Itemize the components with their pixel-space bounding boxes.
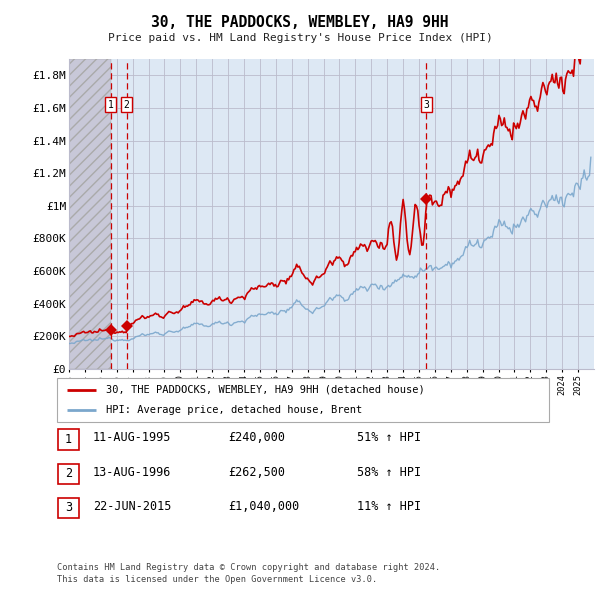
Text: 58% ↑ HPI: 58% ↑ HPI [357,466,421,478]
Text: HPI: Average price, detached house, Brent: HPI: Average price, detached house, Bren… [106,405,362,415]
Text: 2: 2 [65,467,72,480]
Text: 13-AUG-1996: 13-AUG-1996 [93,466,172,478]
Text: 11% ↑ HPI: 11% ↑ HPI [357,500,421,513]
Text: Price paid vs. HM Land Registry's House Price Index (HPI): Price paid vs. HM Land Registry's House … [107,33,493,43]
Text: 51% ↑ HPI: 51% ↑ HPI [357,431,421,444]
Text: 3: 3 [424,100,430,110]
Text: 2: 2 [124,100,130,110]
Text: Contains HM Land Registry data © Crown copyright and database right 2024.
This d: Contains HM Land Registry data © Crown c… [57,563,440,584]
Text: 30, THE PADDOCKS, WEMBLEY, HA9 9HH (detached house): 30, THE PADDOCKS, WEMBLEY, HA9 9HH (deta… [106,385,425,395]
Text: 30, THE PADDOCKS, WEMBLEY, HA9 9HH: 30, THE PADDOCKS, WEMBLEY, HA9 9HH [151,15,449,30]
Text: 11-AUG-1995: 11-AUG-1995 [93,431,172,444]
Text: 1: 1 [65,433,72,446]
Text: £262,500: £262,500 [228,466,285,478]
Text: £240,000: £240,000 [228,431,285,444]
Bar [69,59,110,369]
Text: 1: 1 [107,100,113,110]
Text: £1,040,000: £1,040,000 [228,500,299,513]
Text: 22-JUN-2015: 22-JUN-2015 [93,500,172,513]
Text: 3: 3 [65,502,72,514]
